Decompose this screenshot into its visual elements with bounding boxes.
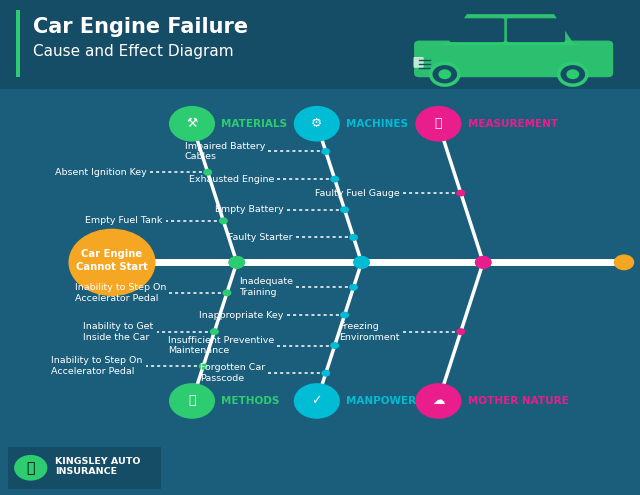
Circle shape xyxy=(340,206,349,213)
Circle shape xyxy=(559,63,587,85)
Text: ⦾: ⦾ xyxy=(435,117,442,130)
Text: Faulty Fuel Gauge: Faulty Fuel Gauge xyxy=(316,189,400,198)
Polygon shape xyxy=(442,15,579,45)
Text: Cause and Effect Diagram: Cause and Effect Diagram xyxy=(33,44,234,58)
Text: ⚙: ⚙ xyxy=(311,117,323,130)
Circle shape xyxy=(14,455,47,481)
Circle shape xyxy=(330,342,339,349)
Circle shape xyxy=(349,284,358,291)
Circle shape xyxy=(169,106,215,142)
Circle shape xyxy=(353,256,370,269)
Circle shape xyxy=(198,363,207,370)
Circle shape xyxy=(456,190,465,197)
Text: Impaired Battery
Cables: Impaired Battery Cables xyxy=(184,142,265,161)
Text: MACHINES: MACHINES xyxy=(346,119,408,129)
Circle shape xyxy=(415,383,461,419)
Circle shape xyxy=(438,69,451,79)
Text: ⭘: ⭘ xyxy=(188,395,196,407)
Circle shape xyxy=(330,176,339,183)
Text: ✓: ✓ xyxy=(312,395,322,407)
Circle shape xyxy=(456,328,465,335)
Circle shape xyxy=(294,383,340,419)
Text: Faulty Starter: Faulty Starter xyxy=(228,233,292,242)
Circle shape xyxy=(566,69,579,79)
Text: MATERIALS: MATERIALS xyxy=(221,119,287,129)
Text: Inappropriate Key: Inappropriate Key xyxy=(200,310,284,319)
FancyBboxPatch shape xyxy=(0,0,640,89)
Circle shape xyxy=(169,383,215,419)
FancyBboxPatch shape xyxy=(414,41,613,77)
Text: ⚒: ⚒ xyxy=(186,117,198,130)
Text: Inability to Step On
Accelerator Pedal: Inability to Step On Accelerator Pedal xyxy=(75,283,166,303)
Circle shape xyxy=(294,106,340,142)
Circle shape xyxy=(210,328,219,335)
Text: Inadequate
Training: Inadequate Training xyxy=(239,277,292,297)
Text: Empty Battery: Empty Battery xyxy=(215,205,284,214)
Circle shape xyxy=(431,63,459,85)
Circle shape xyxy=(349,234,358,241)
Circle shape xyxy=(68,229,156,296)
Circle shape xyxy=(614,254,634,270)
Text: MANPOWER: MANPOWER xyxy=(346,396,417,406)
FancyBboxPatch shape xyxy=(449,18,504,42)
Text: MEASUREMENT: MEASUREMENT xyxy=(468,119,558,129)
Text: KINGSLEY AUTO: KINGSLEY AUTO xyxy=(55,457,141,466)
Text: 🦁: 🦁 xyxy=(26,461,35,475)
Text: Empty Fuel Tank: Empty Fuel Tank xyxy=(85,216,163,225)
Text: Car Engine: Car Engine xyxy=(81,249,143,259)
FancyBboxPatch shape xyxy=(16,10,20,77)
Circle shape xyxy=(228,256,245,269)
Text: Insufficient Preventive
Maintenance: Insufficient Preventive Maintenance xyxy=(168,336,274,355)
Circle shape xyxy=(321,148,330,155)
Text: INSURANCE: INSURANCE xyxy=(55,467,117,476)
FancyBboxPatch shape xyxy=(413,57,424,68)
Text: Car Engine Failure: Car Engine Failure xyxy=(33,17,248,37)
Circle shape xyxy=(475,256,492,269)
FancyBboxPatch shape xyxy=(8,447,161,489)
Text: ☁: ☁ xyxy=(432,395,445,407)
Text: Forgotten Car
Passcode: Forgotten Car Passcode xyxy=(200,363,265,383)
Circle shape xyxy=(415,106,461,142)
Text: MOTHER NATURE: MOTHER NATURE xyxy=(468,396,568,406)
FancyBboxPatch shape xyxy=(403,4,630,86)
Text: Inability to Get
Inside the Car: Inability to Get Inside the Car xyxy=(83,322,154,342)
Circle shape xyxy=(204,169,212,176)
Text: Freezing
Environment: Freezing Environment xyxy=(339,322,400,342)
Circle shape xyxy=(340,311,349,318)
Text: Inability to Step On
Accelerator Pedal: Inability to Step On Accelerator Pedal xyxy=(51,356,143,376)
Text: METHODS: METHODS xyxy=(221,396,280,406)
Text: Absent Ignition Key: Absent Ignition Key xyxy=(55,168,147,177)
Circle shape xyxy=(223,290,232,297)
Text: Cannot Start: Cannot Start xyxy=(76,262,148,272)
Circle shape xyxy=(475,256,492,269)
Circle shape xyxy=(228,256,245,269)
FancyBboxPatch shape xyxy=(507,18,565,42)
Text: Exhausted Engine: Exhausted Engine xyxy=(189,175,274,184)
Circle shape xyxy=(321,370,330,377)
Circle shape xyxy=(353,256,370,269)
Circle shape xyxy=(219,217,228,224)
